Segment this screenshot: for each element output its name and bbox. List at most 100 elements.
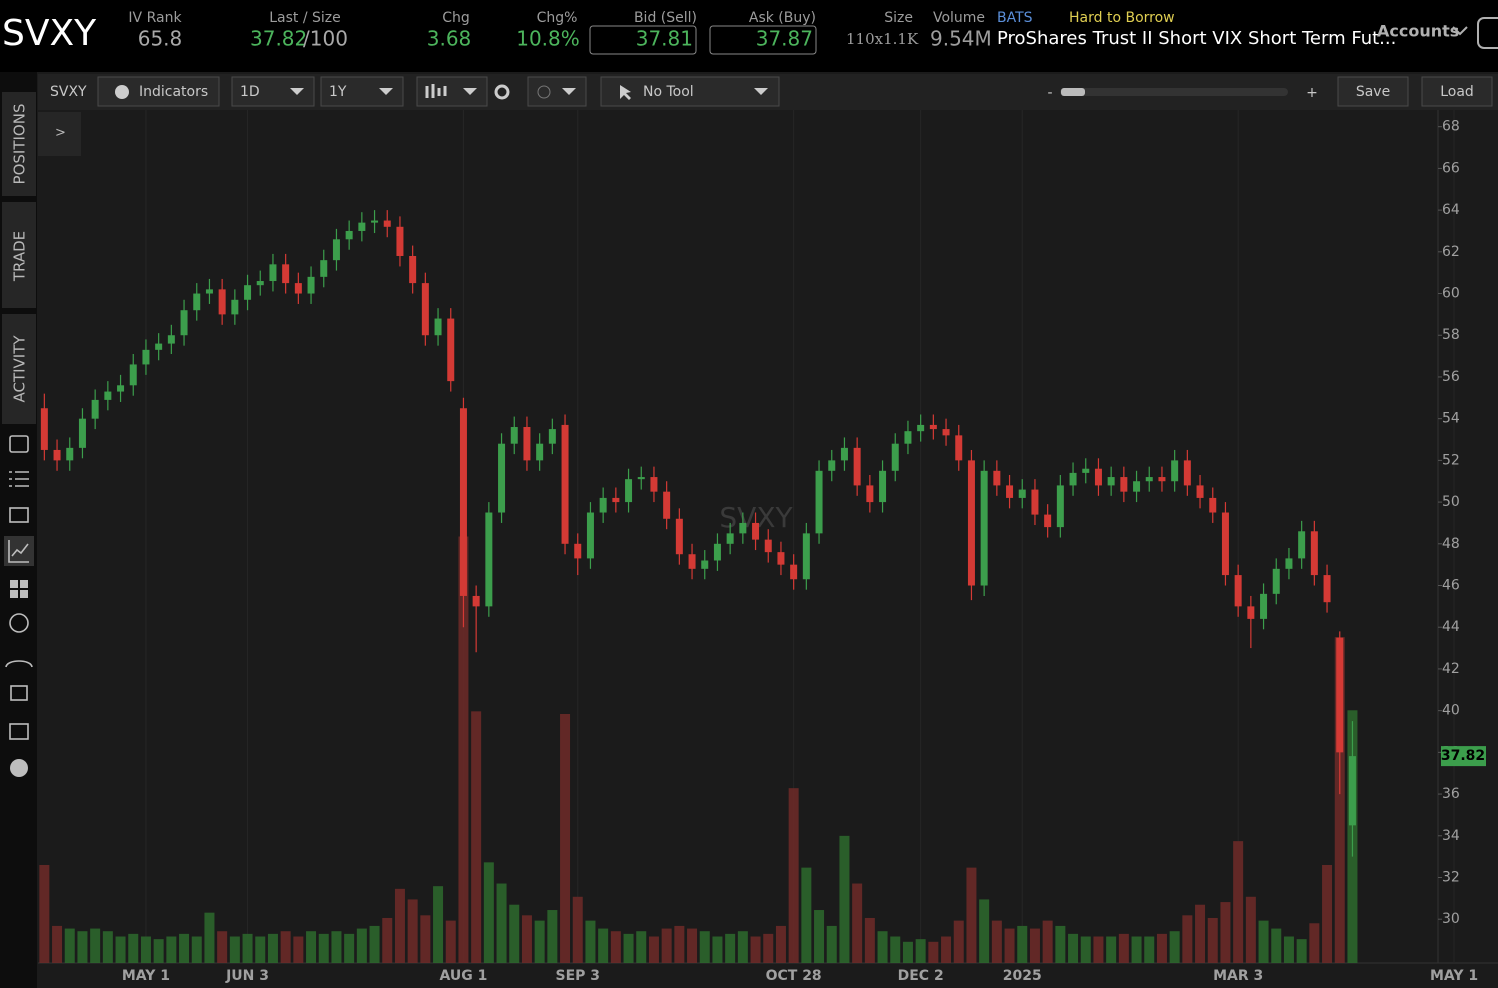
volume-bar <box>1195 904 1206 963</box>
candle-body <box>586 512 594 559</box>
volume-bar <box>687 928 698 963</box>
volume-bar <box>1017 925 1028 963</box>
volume-bar <box>1182 915 1193 963</box>
toolbar-symbol[interactable]: SVXY <box>50 84 87 100</box>
icon[interactable] <box>9 613 29 633</box>
volume-bar <box>1207 917 1218 963</box>
tab[interactable] <box>2 92 36 196</box>
candle-body <box>752 522 760 540</box>
volume-bar <box>407 899 418 963</box>
candle-body <box>205 289 213 294</box>
candle-body <box>510 427 518 444</box>
volume-bar <box>318 933 329 963</box>
candle-body <box>929 424 937 430</box>
candle-body <box>1196 485 1204 498</box>
volume-bar <box>953 920 964 963</box>
volume-bar <box>737 931 748 963</box>
icon[interactable] <box>10 580 28 598</box>
candle-body <box>726 533 734 544</box>
volume-bar <box>369 925 380 963</box>
volume-bar <box>877 931 888 963</box>
candle-body <box>1260 593 1268 619</box>
label: IV Rank <box>128 10 182 26</box>
volume-bar <box>979 899 990 963</box>
candle-body <box>409 255 417 284</box>
symbol[interactable]: SVXY <box>2 13 97 54</box>
volume-bar <box>166 936 177 963</box>
candle-body <box>358 222 366 231</box>
value: 37.82 <box>250 27 307 51</box>
x-tick-label: AUG 1 <box>440 968 488 984</box>
value: 37.87 <box>756 27 813 51</box>
volume-bar <box>356 928 367 963</box>
candle-body <box>1272 568 1280 594</box>
candle-body <box>180 310 188 336</box>
tab-label: ACTIVITY <box>11 335 29 403</box>
icon[interactable] <box>10 759 28 777</box>
zoom-out[interactable]: - <box>1047 85 1052 101</box>
candle-body <box>1298 531 1306 559</box>
y-tick-label: 48 <box>1442 536 1460 552</box>
candle-body <box>66 447 74 461</box>
volume-bar <box>52 925 63 963</box>
zoom-in[interactable]: + <box>1306 85 1318 101</box>
icon <box>620 85 631 100</box>
tool-dropdown[interactable] <box>600 76 780 107</box>
bid-box[interactable] <box>589 25 697 55</box>
expand-tab[interactable] <box>38 112 81 156</box>
chevron[interactable] <box>1452 26 1468 36</box>
style-dropdown[interactable] <box>416 76 488 107</box>
icon[interactable] <box>9 507 29 523</box>
label: Chg <box>442 10 470 26</box>
icon <box>425 84 447 98</box>
panel-icon[interactable] <box>1477 17 1498 49</box>
load-button[interactable] <box>1421 76 1493 107</box>
candle-body <box>282 264 290 284</box>
candle-body <box>917 424 925 432</box>
volume-bar <box>1055 925 1066 963</box>
x-tick-label: SEP 3 <box>555 968 600 984</box>
volume-bar <box>1029 928 1040 963</box>
crosshair-dropdown[interactable] <box>527 76 587 107</box>
candle-body <box>1145 477 1153 482</box>
settings-icon[interactable] <box>494 84 510 100</box>
exchange: BATS <box>997 10 1033 26</box>
save-button[interactable] <box>1337 76 1409 107</box>
volume-bar <box>610 931 621 963</box>
icon[interactable] <box>9 723 29 740</box>
icon[interactable] <box>10 685 28 701</box>
candle-body <box>1183 460 1191 486</box>
accounts[interactable]: Accounts <box>1377 22 1459 41</box>
candle-body <box>434 318 442 336</box>
candle-body <box>993 470 1001 486</box>
y-tick-label: 54 <box>1442 411 1460 427</box>
label: Chg% <box>537 10 578 26</box>
icon[interactable] <box>9 471 29 487</box>
value: 9.54M <box>930 27 992 51</box>
volume-bar <box>547 910 558 963</box>
price-tag-label: 37.82 <box>1441 748 1485 764</box>
zoom-thumb[interactable] <box>1061 88 1085 96</box>
y-tick-label: 34 <box>1442 828 1460 844</box>
volume-bar <box>255 936 266 963</box>
zoom-track[interactable] <box>1060 88 1288 96</box>
volume-bar <box>560 713 571 963</box>
label: Size <box>884 10 913 26</box>
y-tick-label: 68 <box>1442 119 1460 135</box>
volume-bar <box>344 933 355 963</box>
ask-box[interactable] <box>709 25 817 55</box>
volume-bar <box>90 928 101 963</box>
icon[interactable] <box>8 540 29 563</box>
button-label: Save <box>1356 84 1390 100</box>
tab-label: TRADE <box>11 231 29 282</box>
icon[interactable] <box>9 435 29 453</box>
tab[interactable] <box>2 314 36 424</box>
y-tick-label: 60 <box>1442 286 1460 302</box>
tab[interactable] <box>2 202 36 308</box>
y-tick-label: 52 <box>1442 452 1460 468</box>
candle-body <box>536 443 544 461</box>
volume-bar <box>306 931 317 963</box>
icon[interactable] <box>5 660 33 668</box>
x-tick-label: OCT 28 <box>766 968 822 984</box>
volume-bar <box>775 925 786 963</box>
